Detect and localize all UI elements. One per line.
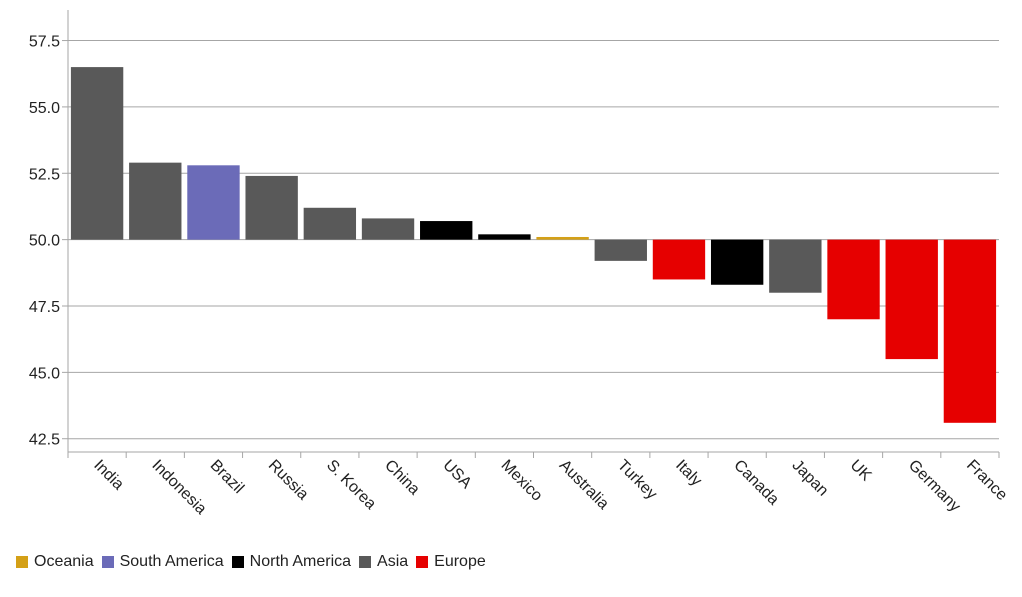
x-tick-label: Canada: [730, 457, 782, 509]
x-tick-label: Russia: [265, 457, 312, 504]
legend-item-oceania: Oceania: [16, 553, 94, 571]
x-tick-label: Mexico: [498, 457, 546, 505]
x-tick-label: UK: [847, 457, 875, 485]
bar-s-korea: [303, 207, 357, 240]
legend-swatch: [16, 556, 28, 568]
x-tick-label: Japan: [789, 457, 832, 500]
legend-swatch: [101, 556, 114, 568]
bar-usa: [420, 221, 473, 240]
legend-swatch: [359, 556, 372, 568]
bar-france: [943, 239, 997, 423]
bar-indonesia: [129, 162, 182, 240]
bar-uk: [827, 239, 880, 320]
legend-swatch: [416, 556, 429, 568]
x-tick-label: Italy: [672, 457, 705, 490]
y-tick-label: 50.0: [29, 233, 60, 250]
x-tick-label: S. Korea: [323, 457, 379, 513]
bar-japan: [769, 239, 822, 293]
legend-item-asia: Asia: [359, 553, 408, 571]
x-tick-label: USA: [439, 457, 475, 493]
legend: Oceania South America North America Asia Eur…: [16, 553, 494, 571]
y-tick-label: 47.5: [29, 299, 60, 316]
legend-item-europe: Europe: [416, 553, 486, 571]
bar-chart: 42.5 45.0 47.5 50.0 52.5 55.0 57.5 India Indones…: [29, 10, 1010, 518]
legend-label: South America: [119, 553, 224, 570]
x-tick-label: Indonesia: [148, 457, 209, 518]
bar-australia: [536, 236, 589, 240]
legend-label: Oceania: [34, 553, 94, 570]
y-tick-label: 45.0: [29, 365, 60, 382]
x-tick-label: Australia: [556, 457, 612, 513]
legend-item-south-america: South America: [101, 553, 224, 571]
bar-china: [361, 218, 415, 240]
legend-swatch: [231, 556, 244, 568]
bar-italy: [652, 239, 706, 280]
y-tick-label: 42.5: [29, 432, 60, 449]
y-tick-label: 55.0: [29, 100, 60, 117]
legend-label: Asia: [377, 553, 409, 570]
x-tick-label: France: [963, 457, 1010, 504]
legend-label: North America: [249, 553, 352, 570]
x-tick-label: Brazil: [207, 457, 247, 497]
legend-item-north-america: North America: [231, 553, 352, 571]
x-tick-label: India: [90, 457, 127, 494]
legend-label: Europe: [434, 553, 486, 570]
bar-brazil: [187, 165, 240, 240]
bar-india: [70, 67, 124, 240]
x-tick-label: China: [381, 457, 423, 499]
bar-mexico: [478, 234, 531, 240]
y-tick-label: 52.5: [29, 166, 60, 183]
bar-canada: [710, 239, 764, 285]
bar-russia: [245, 175, 298, 240]
x-tick-label: Turkey: [614, 457, 660, 503]
x-tick-label: Germany: [905, 457, 964, 516]
bar-turkey: [594, 239, 647, 261]
bar-germany: [885, 239, 938, 360]
y-tick-label: 57.5: [29, 34, 60, 51]
